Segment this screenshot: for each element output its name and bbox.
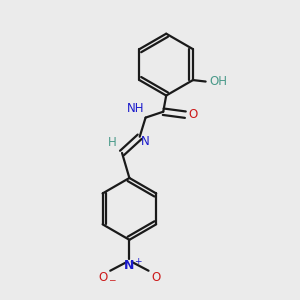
Text: O: O xyxy=(99,271,108,284)
Text: O: O xyxy=(151,271,160,284)
Text: N: N xyxy=(124,259,135,272)
Text: −: − xyxy=(108,275,116,284)
Text: NH: NH xyxy=(127,102,144,115)
Text: N: N xyxy=(141,135,150,148)
Text: +: + xyxy=(134,257,142,266)
Text: O: O xyxy=(189,108,198,121)
Text: H: H xyxy=(108,136,117,148)
Text: OH: OH xyxy=(209,75,227,88)
